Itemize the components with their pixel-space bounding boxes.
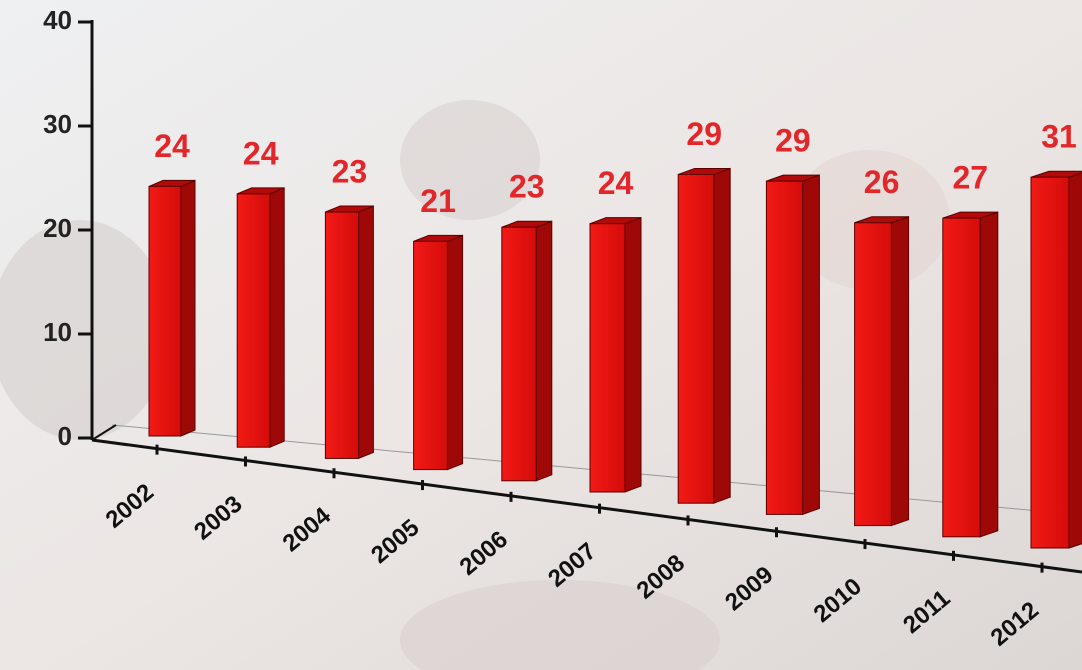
x-axis [91, 438, 1082, 574]
bar-group [942, 211, 999, 538]
y-tick-label: 20 [43, 213, 72, 243]
bar [148, 185, 182, 437]
bar [236, 193, 271, 448]
value-label: 31 [1041, 119, 1077, 155]
value-label: 24 [598, 165, 634, 201]
value-label: 27 [953, 160, 989, 196]
y-tick-label: 10 [43, 317, 72, 347]
bar-side [180, 179, 196, 437]
value-label: 24 [154, 128, 190, 164]
bar [942, 217, 981, 538]
bar-group [148, 179, 196, 437]
bar-group [677, 167, 731, 504]
bar-group [589, 216, 642, 493]
y-tick-label: 0 [58, 421, 72, 451]
value-label: 24 [243, 135, 279, 171]
y-tick-label: 40 [43, 5, 72, 35]
value-label: 29 [775, 123, 811, 159]
bar-group [236, 187, 285, 448]
bar-side [624, 216, 642, 493]
bar-side [979, 211, 999, 538]
value-label: 21 [420, 183, 456, 219]
bar-side [802, 174, 820, 516]
bar [765, 180, 804, 515]
bar-side [713, 167, 731, 504]
value-label: 26 [864, 164, 900, 200]
bar-side [446, 234, 464, 471]
photo-shape [400, 580, 720, 670]
bar-side [890, 216, 910, 527]
bar-group [324, 205, 374, 460]
bar-side [358, 205, 374, 460]
bar-side [535, 220, 553, 482]
floor-edge [91, 424, 117, 441]
bar [854, 222, 892, 527]
bar [589, 223, 626, 493]
value-label: 23 [509, 169, 545, 205]
bar-group [413, 234, 464, 471]
bar [413, 240, 448, 471]
bar-group [765, 174, 820, 516]
photo-shape [0, 220, 170, 440]
y-tick-label: 30 [43, 109, 72, 139]
bar [324, 211, 360, 459]
bar [501, 226, 537, 482]
bar-side [269, 187, 285, 448]
bar [677, 173, 715, 504]
bar [1030, 176, 1070, 549]
bar-side [1068, 172, 1082, 549]
bar-group [1030, 170, 1082, 549]
value-label: 29 [686, 116, 722, 152]
bar-group [854, 216, 910, 527]
bar-group [501, 220, 553, 482]
photo-shape [400, 100, 540, 220]
value-label: 23 [332, 153, 368, 189]
